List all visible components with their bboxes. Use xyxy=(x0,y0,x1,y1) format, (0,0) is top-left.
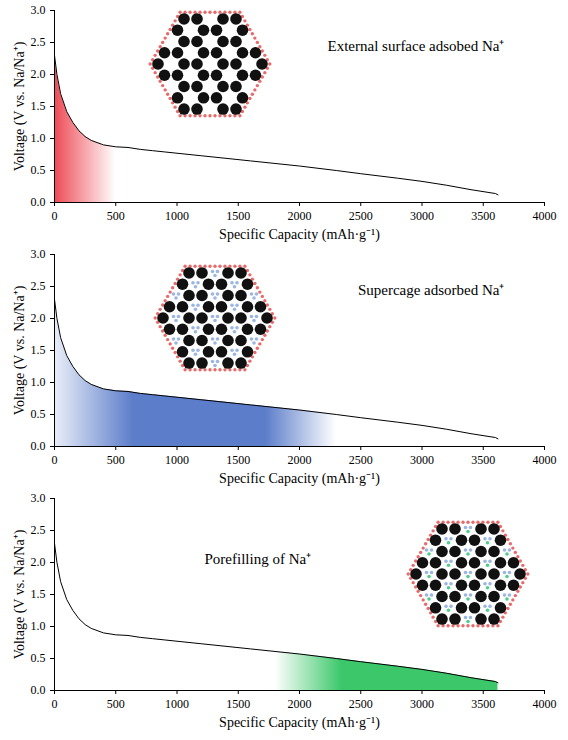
svg-text:2.0: 2.0 xyxy=(31,555,46,569)
svg-text:0.0: 0.0 xyxy=(31,683,46,697)
svg-text:Voltage (V vs. Na/Na⁺): Voltage (V vs. Na/Na⁺) xyxy=(12,285,28,415)
svg-text:2.5: 2.5 xyxy=(31,523,46,537)
svg-text:0.5: 0.5 xyxy=(31,407,46,421)
svg-text:Supercage adsorbed Na⁺: Supercage adsorbed Na⁺ xyxy=(358,282,505,298)
svg-text:3.0: 3.0 xyxy=(31,491,46,505)
svg-text:4000: 4000 xyxy=(533,453,557,467)
svg-text:1.5: 1.5 xyxy=(31,343,46,357)
svg-text:1000: 1000 xyxy=(165,697,189,711)
svg-text:2000: 2000 xyxy=(288,209,312,223)
svg-text:1500: 1500 xyxy=(226,453,250,467)
svg-text:3000: 3000 xyxy=(410,453,434,467)
svg-text:Specific Capacity (mAh·g⁻¹): Specific Capacity (mAh·g⁻¹) xyxy=(219,471,380,487)
svg-text:External surface adsobed Na⁺: External surface adsobed Na⁺ xyxy=(327,38,504,54)
svg-text:500: 500 xyxy=(107,697,125,711)
svg-text:0: 0 xyxy=(52,453,58,467)
svg-text:2500: 2500 xyxy=(349,209,373,223)
svg-text:3500: 3500 xyxy=(471,453,495,467)
svg-text:Specific Capacity (mAh·g⁻¹): Specific Capacity (mAh·g⁻¹) xyxy=(219,715,380,731)
svg-text:2.0: 2.0 xyxy=(31,67,46,81)
svg-text:Voltage (V vs. Na/Na⁺): Voltage (V vs. Na/Na⁺) xyxy=(12,41,28,171)
svg-text:1.0: 1.0 xyxy=(31,375,46,389)
svg-text:0.0: 0.0 xyxy=(31,195,46,209)
svg-text:1500: 1500 xyxy=(226,209,250,223)
svg-text:2.0: 2.0 xyxy=(31,311,46,325)
svg-text:2.5: 2.5 xyxy=(31,279,46,293)
svg-text:0.0: 0.0 xyxy=(31,439,46,453)
svg-text:1000: 1000 xyxy=(165,209,189,223)
svg-text:2500: 2500 xyxy=(349,453,373,467)
svg-text:4000: 4000 xyxy=(533,697,557,711)
svg-text:500: 500 xyxy=(107,209,125,223)
svg-text:1.0: 1.0 xyxy=(31,619,46,633)
svg-text:0: 0 xyxy=(52,697,58,711)
svg-text:1.5: 1.5 xyxy=(31,587,46,601)
svg-text:Voltage (V vs. Na/Na⁺): Voltage (V vs. Na/Na⁺) xyxy=(12,529,28,659)
svg-text:3000: 3000 xyxy=(410,697,434,711)
svg-text:0.5: 0.5 xyxy=(31,651,46,665)
svg-text:3.0: 3.0 xyxy=(31,247,46,261)
svg-text:3000: 3000 xyxy=(410,209,434,223)
svg-text:3500: 3500 xyxy=(471,209,495,223)
svg-text:Specific Capacity (mAh·g⁻¹): Specific Capacity (mAh·g⁻¹) xyxy=(219,227,380,243)
svg-text:3.0: 3.0 xyxy=(31,3,46,17)
svg-text:1000: 1000 xyxy=(165,453,189,467)
svg-text:500: 500 xyxy=(107,453,125,467)
svg-text:4000: 4000 xyxy=(533,209,557,223)
svg-text:0: 0 xyxy=(52,209,58,223)
svg-text:3500: 3500 xyxy=(471,697,495,711)
svg-text:2.5: 2.5 xyxy=(31,35,46,49)
svg-text:0.5: 0.5 xyxy=(31,163,46,177)
svg-text:2000: 2000 xyxy=(288,697,312,711)
svg-text:Porefilling of Na⁺: Porefilling of Na⁺ xyxy=(205,551,312,567)
svg-text:1.5: 1.5 xyxy=(31,99,46,113)
svg-text:2500: 2500 xyxy=(349,697,373,711)
svg-text:2000: 2000 xyxy=(288,453,312,467)
svg-text:1500: 1500 xyxy=(226,697,250,711)
svg-text:1.0: 1.0 xyxy=(31,131,46,145)
